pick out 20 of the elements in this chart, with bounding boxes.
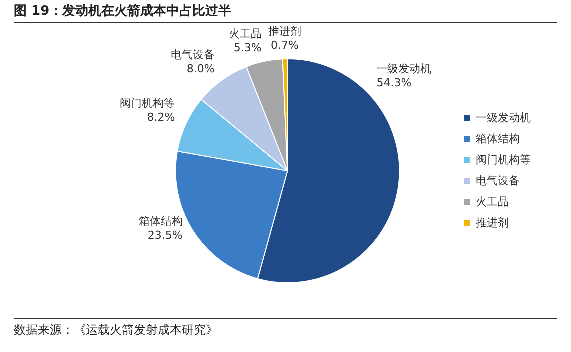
legend-label: 阀门机构等: [476, 153, 531, 166]
legend-label: 火工品: [476, 195, 509, 208]
legend-label: 一级发动机: [476, 111, 531, 124]
slice-label: 推进剂: [268, 24, 302, 38]
data-label: 8.0%: [186, 62, 215, 76]
slice-label: 一级发动机: [376, 62, 432, 76]
legend-label: 电气设备: [476, 174, 520, 188]
data-label: 8.2%: [147, 110, 176, 124]
slice-label: 电气设备: [170, 48, 215, 62]
slice-label: 箱体结构: [138, 214, 183, 228]
data-label: 0.7%: [271, 38, 299, 52]
slice-label: 火工品: [228, 28, 262, 41]
legend-label: 推进剂: [476, 216, 509, 230]
chart-title: 图 19：发动机在火箭成本中占比过半: [14, 3, 232, 20]
data-label: 23.5%: [148, 228, 183, 242]
source-note: 数据来源：《运载火箭发射成本研究》: [14, 322, 218, 339]
legend-label: 箱体结构: [476, 132, 520, 146]
data-label: 54.3%: [376, 76, 412, 90]
slice-label: 阀门机构等: [120, 96, 176, 110]
data-label: 5.3%: [234, 42, 262, 55]
